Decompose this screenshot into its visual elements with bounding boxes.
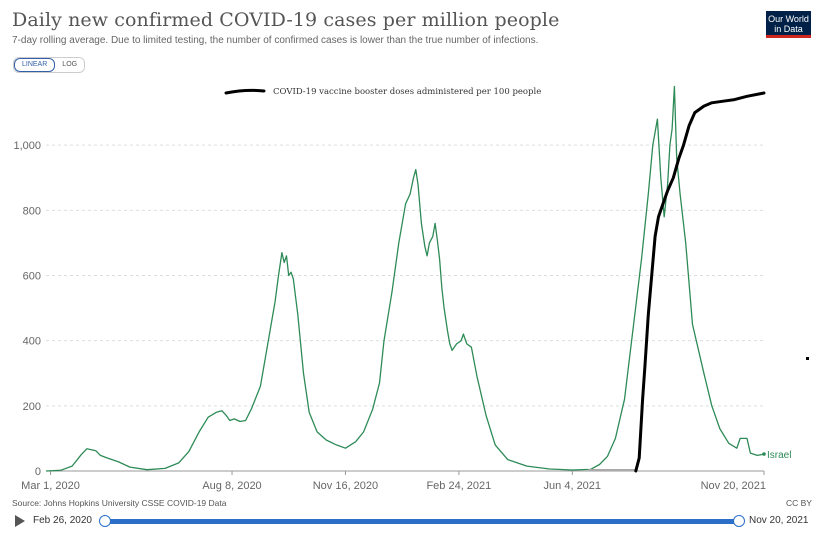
x-tick-label: Nov 16, 2020 [313, 480, 378, 492]
timeline-start-label: Feb 26, 2020 [33, 515, 92, 526]
x-tick-label: Jun 4, 2021 [544, 480, 602, 492]
y-tick-label: 600 [23, 271, 41, 283]
x-axis-tick-labels: Mar 1, 2020 Aug 8, 2020 Nov 16, 2020 Feb 24… [21, 471, 766, 492]
series-label-israel: Israel [767, 450, 791, 461]
logo-line-1: Our World [768, 14, 809, 24]
chart-subtitle: 7-day rolling average. Due to limited te… [12, 35, 539, 46]
logo-line-2: in Data [774, 24, 803, 34]
x-tick-label: Aug 8, 2020 [202, 480, 261, 492]
owid-logo[interactable]: Our World in Data [766, 11, 811, 38]
series-line-israel [45, 85, 765, 472]
y-tick-label: 1,000 [13, 140, 41, 152]
series-end-point [762, 452, 766, 456]
legend-swatch-booster [224, 88, 266, 95]
x-tick-label: Mar 1, 2020 [21, 480, 80, 492]
y-tick-label: 800 [23, 205, 41, 217]
timeline: Feb 26, 2020 Nov 20, 2021 [0, 512, 823, 532]
timeline-end-label: Nov 20, 2021 [749, 515, 809, 526]
linear-scale-button[interactable]: LINEAR [14, 58, 56, 72]
gridlines [46, 144, 764, 407]
stray-mark [806, 357, 809, 360]
x-tick-label: Nov 20, 2021 [701, 480, 766, 492]
x-tick-label: Feb 24, 2021 [426, 480, 491, 492]
log-scale-button[interactable]: LOG [55, 58, 85, 72]
license-link[interactable]: CC BY [786, 498, 812, 508]
y-tick-label: 200 [23, 401, 41, 413]
series-layer: Israel [45, 85, 791, 473]
play-icon[interactable] [15, 515, 25, 527]
series-line-booster [634, 91, 766, 473]
legend: COVID-19 vaccine booster doses administe… [224, 87, 541, 97]
scale-toggle: LINEAR LOG [13, 57, 86, 73]
legend-label-booster: COVID-19 vaccine booster doses administe… [273, 87, 541, 97]
timeline-start-handle[interactable] [99, 515, 111, 527]
timeline-end-handle[interactable] [733, 515, 745, 527]
chart-title: Daily new confirmed COVID-19 cases per m… [12, 9, 560, 31]
timeline-track[interactable] [104, 519, 738, 524]
source-note: Source: Johns Hopkins University CSSE CO… [12, 498, 227, 508]
y-tick-label: 0 [35, 466, 41, 478]
y-tick-label: 400 [23, 336, 41, 348]
y-axis-tick-labels: 0 200 400 600 800 1,000 [13, 140, 41, 478]
